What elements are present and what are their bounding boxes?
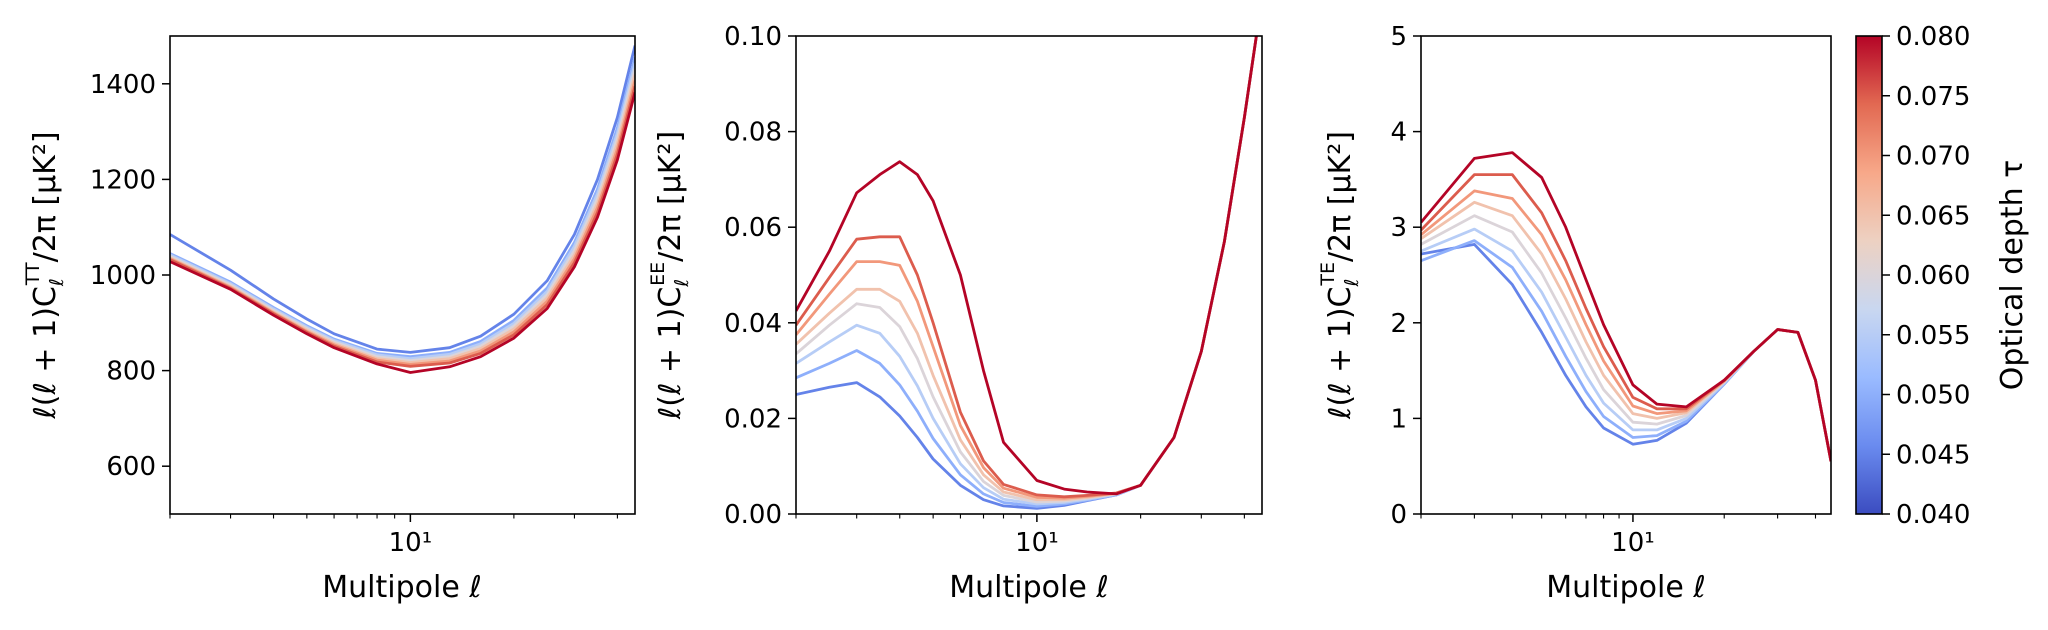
y-tick-label: 800 — [106, 357, 156, 387]
series-line-ee-2 — [796, 36, 1258, 506]
series-line-te-6 — [1421, 173, 1831, 462]
axes-frame-ee — [795, 35, 1263, 515]
series-line-tt-1 — [170, 57, 635, 359]
plot-area-ee — [796, 36, 1258, 510]
y-tick-label: 0.08 — [724, 118, 782, 148]
y-axis-label-ee: ℓ(ℓ + 1)CℓEE/2π [μK²] — [647, 131, 693, 420]
x-tick-label: 10¹ — [1015, 528, 1059, 558]
series-line-te-0 — [1421, 242, 1831, 462]
colorbar-tick-label: 0.075 — [1896, 82, 1970, 112]
y-tick-label: 600 — [106, 452, 156, 482]
colorbar-tick-label: 0.080 — [1896, 22, 1970, 52]
series-line-ee-4 — [796, 36, 1258, 502]
x-axis-label-te: Multipole ℓ — [1546, 570, 1705, 605]
series-line-tt-6 — [170, 85, 635, 368]
ticks-tt: 600 800 1000 1200 1400 10¹ — [90, 70, 618, 558]
series-line-te-1 — [1421, 239, 1831, 462]
series-line-ee-6 — [796, 36, 1258, 499]
panel-tt: 600 800 1000 1200 1400 10¹ Multipole ℓ ℓ(ℓ + … — [22, 35, 636, 605]
x-axis-label-ee: Multipole ℓ — [949, 570, 1108, 605]
series-line-tt-5 — [170, 80, 635, 366]
series-line-tt-7 — [170, 92, 635, 374]
colorbar-label: Optical depth τ — [1995, 160, 2030, 390]
series-line-te-5 — [1421, 189, 1831, 462]
y-tick-label: 5 — [1390, 22, 1407, 52]
series-line-ee-0 — [796, 36, 1258, 510]
y-tick-label: 2 — [1390, 309, 1407, 339]
colorbar-ticks: 0.040 0.045 0.050 0.055 0.060 0.065 0.070 0.075… — [1882, 22, 1970, 530]
y-tick-label: 1400 — [90, 70, 156, 100]
ticks-te: 0 1 2 3 4 5 10¹ — [1390, 22, 1817, 558]
y-tick-label: 1 — [1390, 404, 1407, 434]
colorbar-tick-label: 0.065 — [1896, 201, 1970, 231]
x-tick-label: 10¹ — [1611, 528, 1655, 558]
series-line-ee-7 — [796, 36, 1258, 496]
y-tick-label: 1000 — [90, 261, 156, 291]
x-axis-label-tt: Multipole ℓ — [322, 570, 481, 605]
axes-frame-te — [1420, 35, 1832, 515]
series-line-tt-2 — [170, 62, 635, 361]
y-tick-label: 0.02 — [724, 404, 782, 434]
y-tick-label: 0.10 — [724, 22, 782, 52]
y-tick-label: 1200 — [90, 165, 156, 195]
series-line-ee-3 — [796, 36, 1258, 504]
plot-area-tt — [170, 45, 635, 374]
ticks-ee: 0.00 0.02 0.04 0.06 0.08 0.10 10¹ — [724, 22, 1245, 558]
series-line-ee-5 — [796, 36, 1258, 500]
y-axis-label-te: ℓ(ℓ + 1)CℓTE/2π [μK²] — [1317, 131, 1363, 420]
series-line-tt-0 — [170, 45, 635, 354]
y-tick-label: 0.06 — [724, 213, 782, 243]
y-tick-label: 0.04 — [724, 309, 782, 339]
plot-area-te — [1421, 151, 1831, 462]
x-tick-label: 10¹ — [389, 528, 433, 558]
series-line-ee-1 — [796, 36, 1258, 508]
colorbar-tick-label: 0.060 — [1896, 261, 1970, 291]
colorbar-gradient — [1856, 36, 1882, 514]
colorbar-tick-label: 0.040 — [1896, 500, 1970, 530]
series-line-tt-4 — [170, 74, 635, 364]
colorbar: 0.040 0.045 0.050 0.055 0.060 0.065 0.070 0.075… — [1855, 22, 2030, 530]
colorbar-tick-label: 0.055 — [1896, 321, 1970, 351]
colorbar-tick-label: 0.050 — [1896, 381, 1970, 411]
colorbar-tick-label: 0.070 — [1896, 142, 1970, 172]
series-line-tt-3 — [170, 68, 635, 363]
colorbar-tick-label: 0.045 — [1896, 440, 1970, 470]
y-axis-label-tt: ℓ(ℓ + 1)CℓTT/2π [μK²] — [22, 131, 68, 419]
y-tick-label: 0.00 — [724, 500, 782, 530]
y-tick-label: 0 — [1390, 500, 1407, 530]
y-tick-label: 4 — [1390, 118, 1407, 148]
y-tick-label: 3 — [1390, 213, 1407, 243]
panel-te: 0 1 2 3 4 5 10¹ Multipole ℓ ℓ(ℓ + 1)CℓTE/2π [μ… — [1317, 22, 1832, 605]
series-line-te-2 — [1421, 227, 1831, 462]
series-line-te-7 — [1421, 151, 1831, 462]
